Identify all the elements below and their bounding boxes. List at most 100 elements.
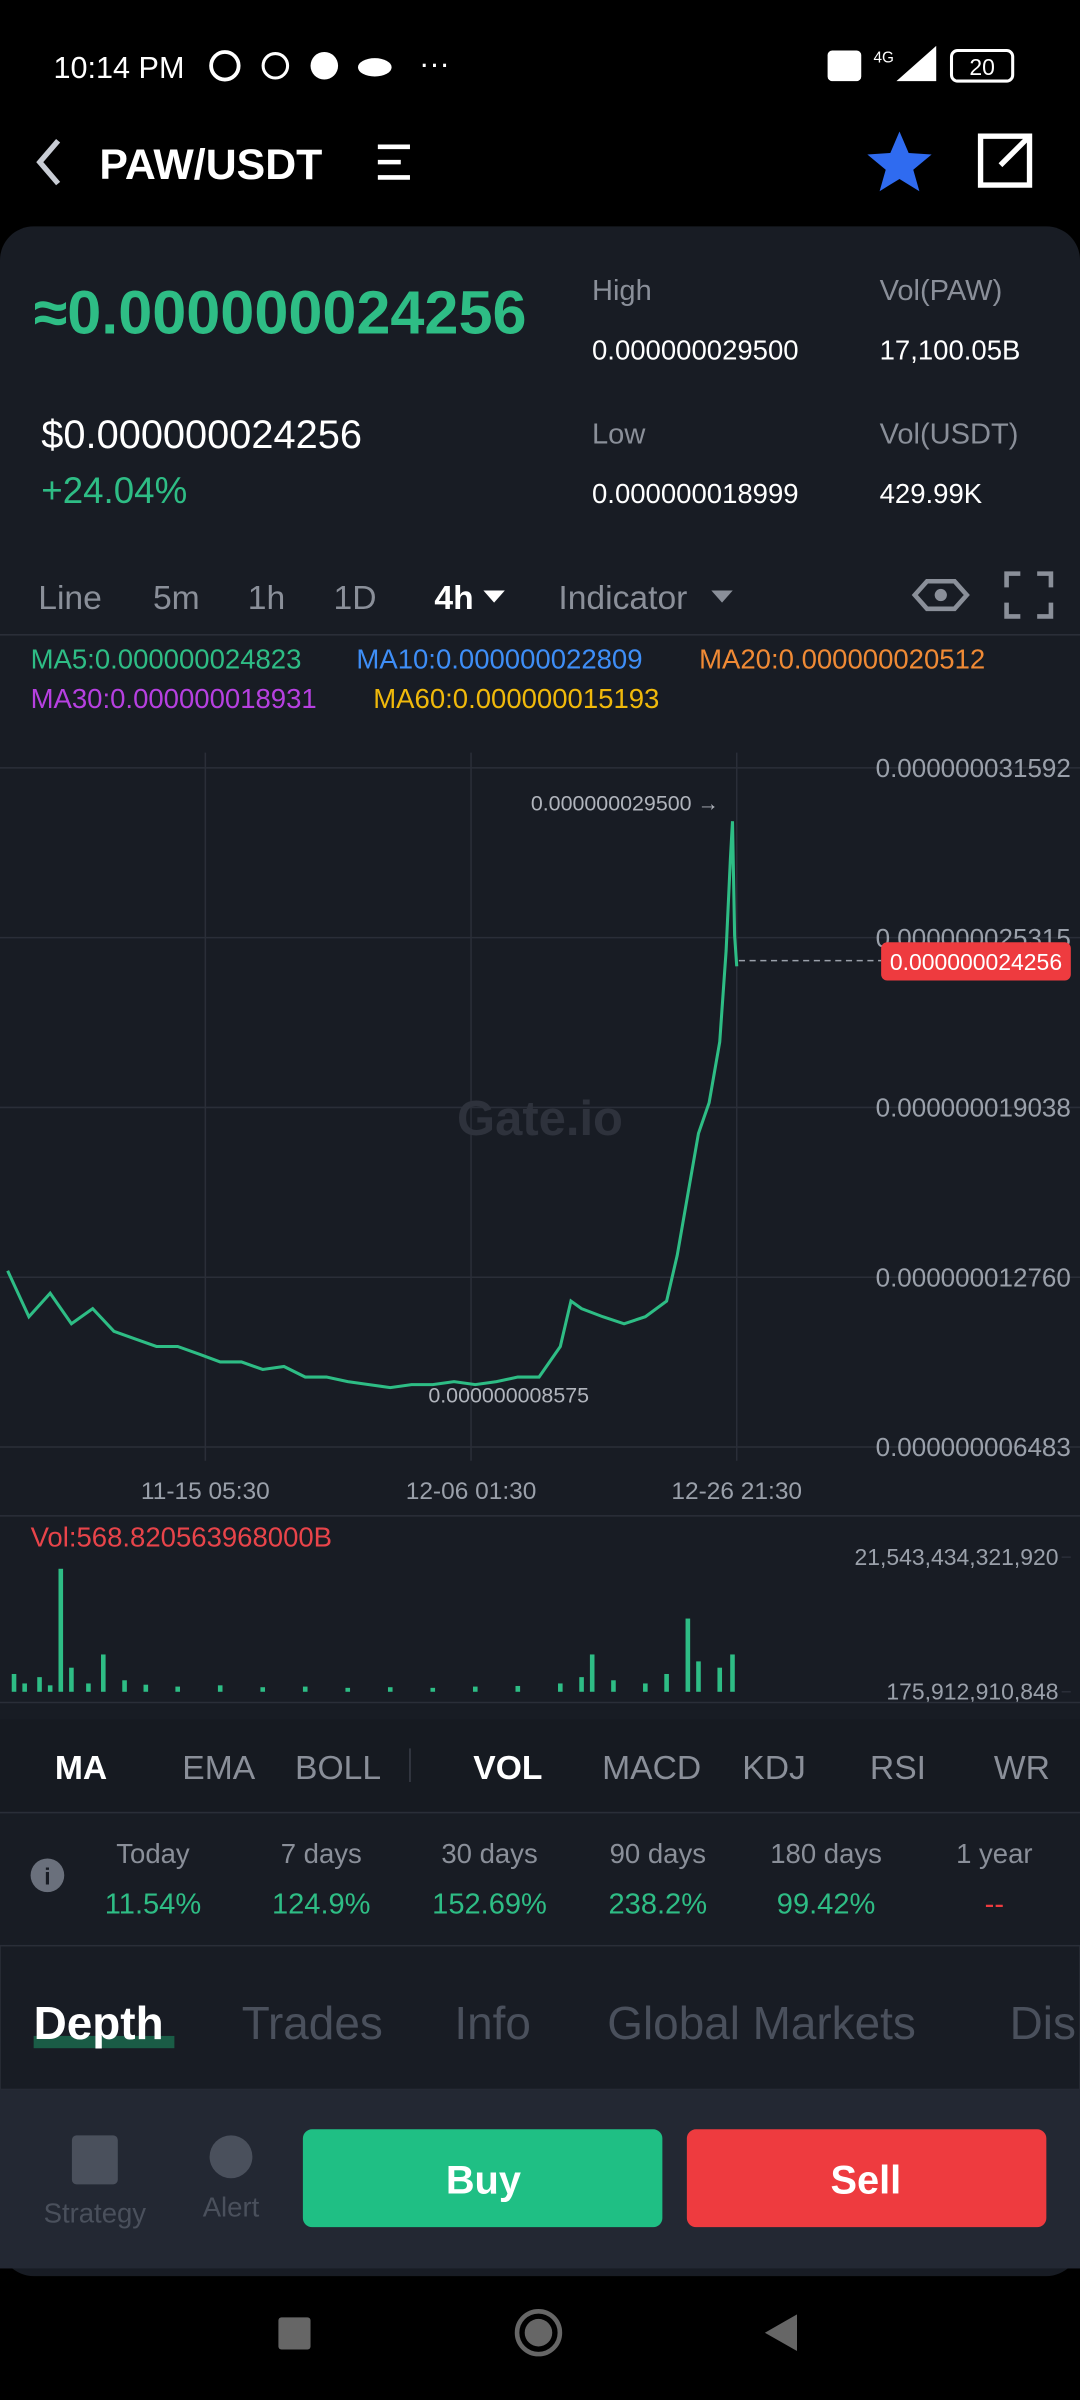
return-value: -- bbox=[985, 1889, 1004, 1921]
timeframe-tab[interactable]: 4h bbox=[434, 580, 473, 617]
ma-legend-item: MA5:0.000000024823 bbox=[31, 643, 302, 674]
ma-legend: MA5:0.000000024823 MA10:0.000000022809 M… bbox=[31, 643, 986, 714]
network: 4G bbox=[873, 50, 893, 67]
settings-button[interactable] bbox=[911, 578, 970, 612]
indicator-tab[interactable]: KDJ bbox=[742, 1750, 806, 1787]
status-icon bbox=[310, 52, 339, 80]
indicator-bar bbox=[0, 1719, 1080, 1812]
volume-bar bbox=[175, 1686, 180, 1692]
volume-bar bbox=[22, 1683, 27, 1692]
section-tab[interactable]: Dis bbox=[1010, 1997, 1076, 2049]
tab-underline bbox=[33, 2035, 175, 2049]
returns-row: Today 11.54% 7 days 124.9% 30 days 152.69% 90 … bbox=[105, 1838, 1033, 1920]
dropdown-arrow bbox=[711, 590, 733, 603]
volume-bar bbox=[101, 1654, 106, 1692]
alert-icon[interactable] bbox=[209, 2135, 253, 2179]
timeframe-tab[interactable]: 5m bbox=[153, 580, 200, 617]
status-icon bbox=[261, 52, 290, 80]
volume-bar bbox=[143, 1684, 149, 1692]
return-period: 90 days bbox=[610, 1838, 706, 1869]
volume-bar bbox=[69, 1667, 74, 1692]
volume-bar bbox=[122, 1680, 127, 1692]
settings-dot bbox=[934, 588, 947, 602]
volume-bar bbox=[696, 1661, 701, 1692]
pair-menu[interactable] bbox=[377, 144, 410, 180]
info-icon[interactable] bbox=[30, 1858, 65, 1893]
section-tabs: Depth Trades Info Global Markets Dis bbox=[33, 1997, 1076, 2049]
volume-bar bbox=[345, 1687, 351, 1692]
return-period: 30 days bbox=[441, 1838, 537, 1869]
timeframe-tab[interactable]: 1D bbox=[333, 580, 376, 617]
nav-home[interactable] bbox=[514, 2308, 563, 2357]
signal-icon bbox=[896, 45, 937, 82]
nav-home-dot bbox=[524, 2318, 553, 2347]
nav-back[interactable] bbox=[764, 2314, 797, 2352]
watermark: Gate.io bbox=[457, 1092, 623, 1146]
status-dots: ··· bbox=[419, 46, 450, 80]
section-tab[interactable]: Global Markets bbox=[607, 1997, 916, 2049]
stat-value: 0.000000018999 bbox=[592, 478, 799, 509]
indicator-tab[interactable]: MACD bbox=[602, 1750, 701, 1787]
y-tick-label: 0.000000006483 bbox=[876, 1432, 1071, 1462]
stat-value: 0.000000029500 bbox=[592, 334, 799, 365]
indicator-tab[interactable]: MA bbox=[55, 1750, 107, 1787]
indicator-tab[interactable]: VOL bbox=[473, 1750, 542, 1787]
share-button[interactable] bbox=[977, 133, 1033, 188]
timeframe-tab[interactable]: 1h bbox=[248, 580, 285, 617]
pair-title: PAW/USDT bbox=[99, 141, 322, 189]
volume-bar bbox=[730, 1654, 735, 1692]
volume-bar bbox=[558, 1683, 563, 1692]
volume-bar bbox=[430, 1687, 436, 1692]
indicator-tabs: MA EMA BOLL VOL MACD KDJ RSI WR bbox=[55, 1748, 1050, 1787]
stat-value: 429.99K bbox=[880, 478, 983, 509]
stat-label: Low bbox=[592, 419, 646, 451]
x-tick-label: 12-26 21:30 bbox=[671, 1478, 802, 1505]
y-tick-label: 175,912,910,848 bbox=[886, 1678, 1058, 1704]
indicator-tab[interactable]: RSI bbox=[870, 1750, 926, 1787]
sell-label: Sell bbox=[830, 2159, 901, 2203]
x-tick-label: 11-15 05:30 bbox=[141, 1478, 270, 1505]
strategy-icon[interactable] bbox=[71, 2135, 118, 2185]
last-price-tag-text: 0.000000024256 bbox=[890, 949, 1062, 975]
return-period: 180 days bbox=[770, 1838, 882, 1869]
indicator-tab[interactable]: BOLL bbox=[295, 1750, 381, 1787]
indicator-tab[interactable]: EMA bbox=[182, 1750, 255, 1787]
return-period: 7 days bbox=[281, 1838, 362, 1869]
section-tab[interactable]: Trades bbox=[242, 1997, 383, 2049]
section-tab[interactable]: Info bbox=[454, 1997, 531, 2049]
last-price: ≈0.000000024256 bbox=[34, 278, 527, 346]
indicator-menu[interactable]: Indicator bbox=[558, 580, 687, 617]
price-usd: $0.000000024256 bbox=[41, 413, 362, 457]
volume-chart: 21,543,434,321,920 175,912,910,848 bbox=[11, 1544, 1071, 1704]
return-value: 238.2% bbox=[609, 1889, 708, 1921]
alert-label[interactable]: Alert bbox=[203, 2191, 260, 2222]
timeframe-tab[interactable]: Line bbox=[38, 580, 102, 617]
stat-label: Vol(USDT) bbox=[880, 419, 1019, 451]
volume-bar bbox=[643, 1683, 648, 1692]
nav-recents[interactable] bbox=[278, 2317, 311, 2350]
buy-button[interactable] bbox=[302, 2129, 663, 2228]
info-glyph: i bbox=[44, 1864, 50, 1890]
volume-bar bbox=[472, 1686, 478, 1692]
volume-bar bbox=[47, 1685, 53, 1692]
volume-bar bbox=[37, 1677, 42, 1692]
volume-bar bbox=[387, 1687, 393, 1692]
ma-legend-item: MA20:0.000000020512 bbox=[699, 643, 985, 674]
strategy-label[interactable]: Strategy bbox=[44, 2198, 147, 2229]
return-value: 99.42% bbox=[777, 1889, 876, 1921]
ma-legend-item: MA30:0.000000018931 bbox=[31, 683, 317, 714]
sell-button[interactable] bbox=[686, 2129, 1047, 2228]
high-marker: 0.000000029500 → bbox=[531, 792, 719, 816]
indicator-tab[interactable]: WR bbox=[994, 1750, 1050, 1787]
back-button[interactable] bbox=[36, 138, 61, 186]
fullscreen-button[interactable] bbox=[1004, 571, 1054, 619]
volume-title: Vol:568.820563968000B bbox=[31, 1521, 332, 1552]
volume-bar bbox=[611, 1680, 616, 1692]
favorite-star[interactable] bbox=[867, 131, 932, 192]
stat-value: 17,100.05B bbox=[880, 334, 1021, 365]
last-price-tag bbox=[881, 942, 1071, 981]
ma-legend-item: MA10:0.000000022809 bbox=[356, 643, 642, 674]
section-tab[interactable]: Depth bbox=[34, 1997, 164, 2049]
